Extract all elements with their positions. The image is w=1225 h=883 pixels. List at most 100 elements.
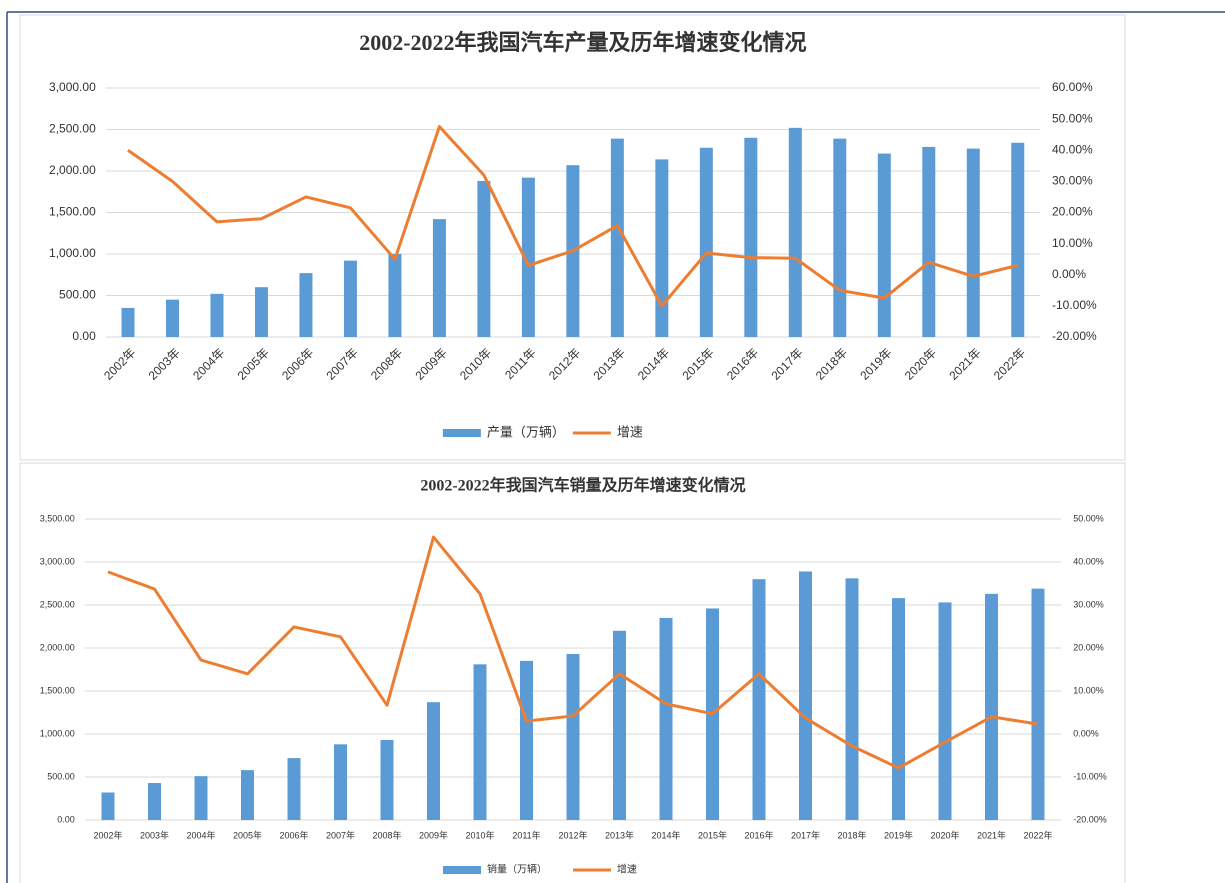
bar [752, 579, 766, 820]
y-tick-label: 2,500.00 [49, 122, 96, 136]
bar [477, 180, 491, 337]
bar [1011, 142, 1025, 337]
y-tick-label: 2,000.00 [40, 642, 75, 652]
y-tick-label: 3,000.00 [49, 80, 96, 94]
y-tick-label: 2,500.00 [40, 599, 75, 609]
y-tick-label: 500.00 [59, 288, 96, 302]
x-tick-label: 2019年 [884, 829, 913, 840]
bar [966, 148, 980, 337]
bar [877, 153, 891, 337]
y2-tick-label: -10.00% [1052, 298, 1097, 312]
y-tick-label: 1,500.00 [49, 205, 96, 219]
x-tick-label: 2014年 [651, 829, 680, 840]
y-tick-label: 1,500.00 [40, 685, 75, 695]
legend-label: 增速 [617, 424, 643, 439]
legend-label: 销量（万辆） [487, 863, 547, 876]
x-tick-label: 2016年 [744, 829, 773, 840]
x-tick-label: 2009年 [419, 829, 448, 840]
y2-tick-label: 40.00% [1052, 142, 1093, 156]
bar [388, 254, 402, 337]
y2-tick-label: 30.00% [1073, 599, 1104, 609]
y-tick-label: 500.00 [47, 771, 75, 781]
x-tick-label: 2008年 [372, 829, 401, 840]
bar [521, 177, 535, 337]
bar [892, 598, 905, 820]
bar [744, 137, 758, 337]
bar [699, 147, 713, 337]
legend-swatch [443, 866, 481, 874]
y2-tick-label: 10.00% [1052, 236, 1093, 250]
x-tick-label: 2012年 [558, 829, 587, 840]
line [127, 125, 1019, 308]
bar [613, 630, 626, 820]
y-tick-label: 0.00 [57, 814, 75, 824]
y2-tick-label: -20.00% [1052, 329, 1097, 343]
y-tick-label: 1,000.00 [40, 728, 75, 738]
y2-tick-label: -10.00% [1073, 771, 1107, 781]
y2-tick-label: 20.00% [1052, 205, 1093, 219]
bar [655, 159, 669, 337]
bar [210, 293, 224, 337]
x-tick-label: 2013年 [605, 829, 634, 840]
chart-title: 2002-2022年我国汽车产量及历年增速变化情况 [359, 30, 806, 55]
bar [165, 299, 179, 337]
y2-tick-label: 50.00% [1073, 513, 1104, 523]
legend-label: 增速 [617, 863, 637, 876]
y2-tick-label: 50.00% [1052, 111, 1093, 125]
legend-swatch [442, 429, 481, 437]
chart-border [19, 462, 1126, 883]
x-tick-label: 2002年 [93, 829, 122, 840]
bar [788, 127, 802, 337]
y2-tick-label: 0.00% [1052, 267, 1086, 281]
y2-tick-label: 40.00% [1073, 556, 1104, 566]
bar [241, 770, 254, 820]
y2-tick-label: 10.00% [1073, 685, 1104, 695]
chart-title: 2002-2022年我国汽车销量及历年增速变化情况 [420, 476, 745, 495]
bar [473, 664, 487, 820]
bar [432, 219, 446, 337]
bar [194, 776, 208, 820]
bar [566, 654, 580, 820]
x-tick-label: 2006年 [279, 829, 308, 840]
bar [299, 273, 313, 337]
chart-border [19, 14, 1126, 461]
y-tick-label: 3,500.00 [40, 513, 75, 523]
y2-tick-label: 60.00% [1052, 80, 1093, 94]
bar [380, 740, 394, 820]
bar [121, 307, 135, 337]
y2-tick-label: 0.00% [1073, 728, 1099, 738]
x-tick-label: 2003年 [140, 829, 169, 840]
bar [148, 783, 161, 820]
bar [610, 138, 624, 337]
x-tick-label: 2011年 [512, 829, 540, 840]
bar [1031, 588, 1045, 820]
bar [799, 571, 812, 820]
bar [334, 744, 347, 820]
y-tick-label: 3,000.00 [40, 556, 75, 566]
bar [938, 602, 952, 820]
bar [427, 702, 440, 820]
bar [287, 758, 301, 820]
y2-tick-label: -20.00% [1073, 814, 1107, 824]
y-tick-label: 0.00 [72, 329, 96, 343]
bar [101, 792, 115, 820]
bar [520, 660, 533, 820]
bar [922, 146, 936, 337]
x-tick-label: 2017年 [791, 829, 820, 840]
x-tick-label: 2005年 [233, 829, 262, 840]
bar [659, 617, 673, 820]
x-tick-label: 2010年 [465, 829, 494, 840]
y-tick-label: 2,000.00 [49, 163, 96, 177]
x-tick-label: 2020年 [930, 829, 959, 840]
y-tick-label: 1,000.00 [49, 246, 96, 260]
bar [254, 287, 268, 337]
x-tick-label: 2022年 [1023, 829, 1052, 840]
x-tick-label: 2015年 [698, 829, 727, 840]
x-tick-label: 2004年 [186, 829, 215, 840]
line [107, 535, 1039, 770]
y2-tick-label: 20.00% [1073, 642, 1104, 652]
legend-label: 产量（万辆） [487, 424, 565, 439]
y2-tick-label: 30.00% [1052, 174, 1093, 188]
bar [833, 138, 847, 337]
